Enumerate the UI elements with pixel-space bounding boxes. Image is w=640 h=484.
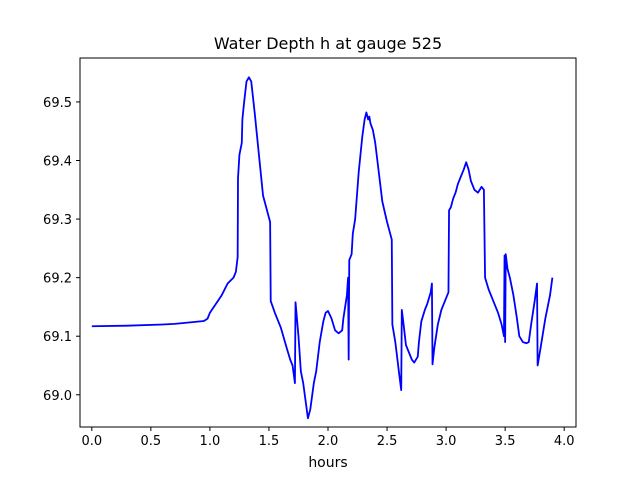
plot-frame: [79, 57, 577, 428]
series-layer: [91, 76, 554, 420]
x-tick-label: 4.0: [554, 434, 575, 449]
x-tick-label: 0.5: [141, 434, 162, 449]
x-tick-label: 3.5: [495, 434, 516, 449]
y-tick-label: 69.0: [43, 389, 72, 404]
x-tick-label: 2.5: [377, 434, 398, 449]
x-tick-label: 3.0: [436, 434, 457, 449]
y-tick-label: 69.1: [43, 330, 72, 345]
y-tick-label: 69.5: [43, 96, 72, 111]
series-line-0: [91, 76, 554, 420]
chart-title: Water Depth h at gauge 525: [214, 34, 442, 53]
x-axis-ticks: 0.0 0.5 1.0 1.5 2.0 2.5 3.0 3.5 4.0: [81, 427, 575, 449]
x-tick-label: 1.5: [259, 434, 280, 449]
x-axis-label: hours: [308, 455, 347, 471]
x-tick-label: 1.0: [200, 434, 221, 449]
x-tick-label: 0.0: [81, 434, 102, 449]
y-tick-label: 69.2: [43, 272, 72, 287]
y-axis-ticks: 69.0 69.1 69.2 69.3 69.4 69.5: [43, 96, 80, 404]
x-tick-label: 2.0: [318, 434, 339, 449]
y-tick-label: 69.3: [43, 213, 72, 228]
y-tick-label: 69.4: [43, 155, 72, 170]
